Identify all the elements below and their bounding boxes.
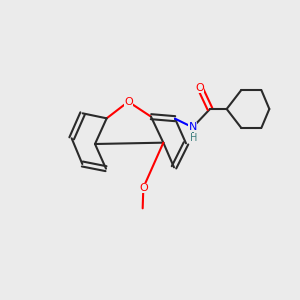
Text: N: N bbox=[188, 122, 197, 132]
Text: H: H bbox=[190, 133, 197, 143]
Text: O: O bbox=[124, 97, 133, 107]
Text: O: O bbox=[139, 183, 148, 193]
Text: O: O bbox=[196, 83, 204, 93]
